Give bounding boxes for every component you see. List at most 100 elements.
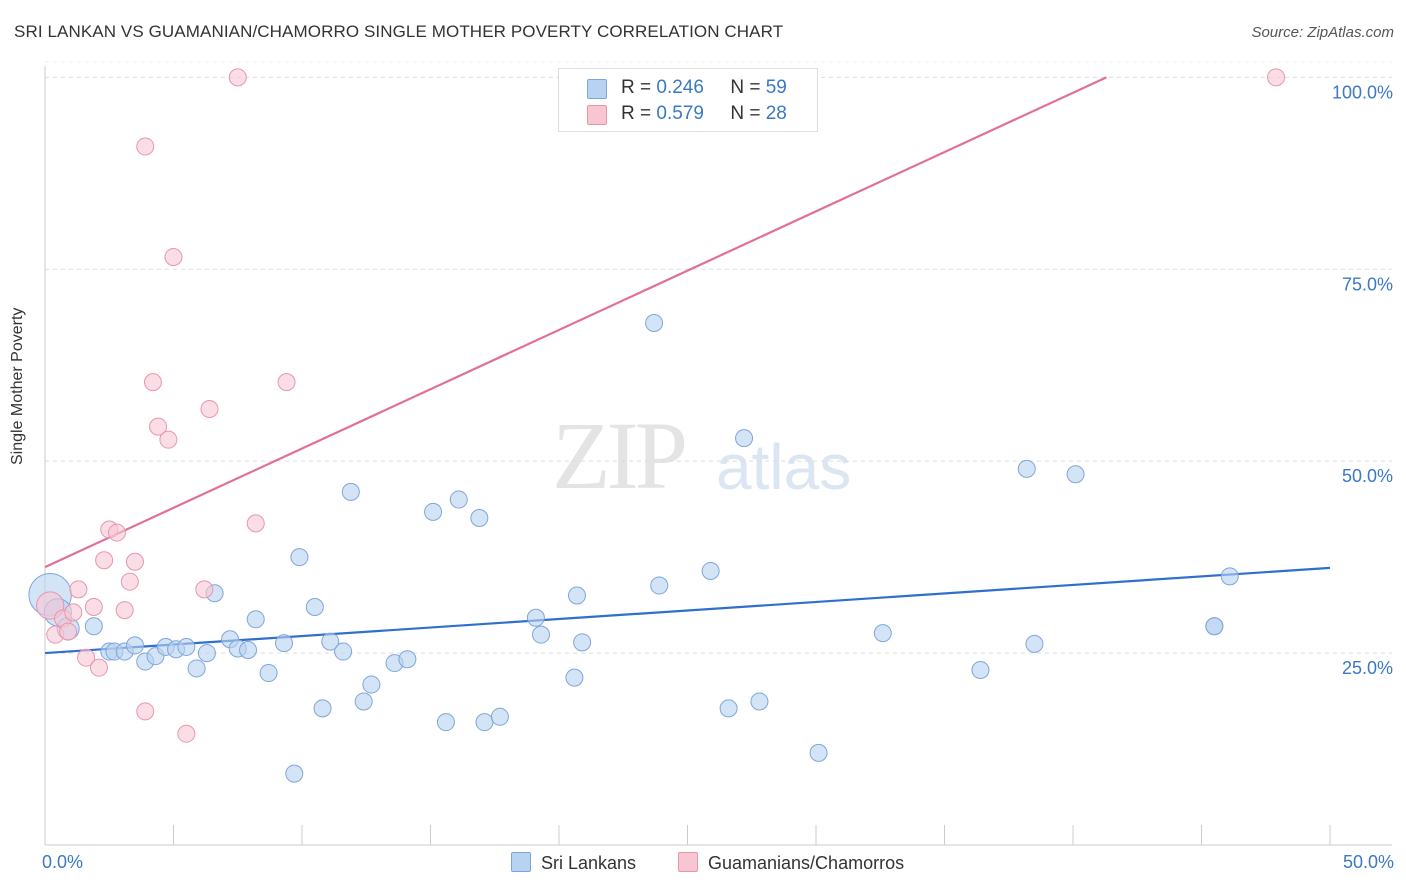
point-1-19 (159, 430, 178, 449)
x-tick-label-max: 50.0% (1342, 852, 1394, 872)
source-label: Source: ZipAtlas.com (1251, 24, 1394, 41)
point-0-38 (490, 707, 509, 726)
bottom-legend-guamanians: Guamanians/Chamorros (678, 852, 904, 874)
legend-n-label: N = (730, 103, 761, 124)
point-0-35 (449, 490, 468, 509)
point-1-14 (125, 552, 144, 571)
y-tick-label-75: 75.0% (1342, 274, 1393, 294)
point-0-30 (362, 675, 381, 694)
trend-line-0 (44, 566, 1331, 655)
point-1-11 (107, 523, 126, 542)
legend-n-value-sri-lankans: 59 (765, 77, 787, 98)
point-0-36 (470, 508, 489, 527)
point-1-25 (246, 514, 265, 533)
y-tick-label-50: 50.0% (1342, 466, 1393, 486)
y-tick-labels: 25.0% 50.0% 75.0% 100.0% (1332, 82, 1393, 678)
gridlines (45, 61, 1392, 654)
point-0-51 (873, 624, 892, 643)
point-0-23 (290, 548, 309, 567)
point-0-53 (1017, 459, 1036, 478)
point-0-54 (1025, 634, 1044, 653)
legend-swatch-guamanians (587, 105, 607, 125)
point-0-43 (567, 586, 586, 605)
point-1-23 (200, 399, 219, 418)
point-1-21 (177, 724, 196, 743)
point-0-44 (645, 314, 664, 332)
point-1-15 (136, 137, 155, 156)
point-1-7 (84, 598, 103, 617)
legend-swatch-sri-lankans (587, 79, 607, 99)
point-0-39 (526, 608, 545, 627)
x-tick-label-min: 0.0% (42, 852, 84, 872)
point-0-45 (650, 576, 669, 595)
point-0-37 (475, 713, 494, 732)
point-1-20 (164, 247, 183, 266)
point-0-28 (341, 482, 360, 501)
trend-lines (44, 76, 1331, 655)
point-0-20 (259, 664, 278, 683)
legend-r-label: R = (621, 103, 652, 124)
point-1-16 (136, 702, 155, 721)
point-0-27 (334, 642, 353, 661)
bottom-legend-label-sri-lankans: Sri Lankans (541, 853, 637, 873)
point-0-22 (285, 764, 304, 783)
watermark-zip: ZIP (552, 402, 688, 509)
point-0-7 (125, 636, 144, 655)
point-0-40 (532, 625, 551, 644)
bottom-legend-swatch-sri-lankans (511, 852, 531, 872)
point-0-46 (701, 561, 720, 580)
point-0-26 (321, 632, 340, 651)
point-1-24 (228, 68, 247, 87)
point-0-29 (354, 692, 373, 711)
point-0-49 (750, 692, 769, 711)
point-0-50 (809, 743, 828, 762)
data-points (28, 68, 1286, 783)
point-0-13 (187, 659, 206, 678)
point-1-13 (120, 572, 139, 591)
point-0-3 (84, 617, 103, 636)
legend-n-value-guamanians: 28 (765, 103, 787, 124)
point-0-41 (565, 668, 584, 687)
point-1-12 (115, 601, 134, 620)
legend-r-value-sri-lankans: 0.246 (656, 77, 704, 98)
point-1-22 (195, 580, 214, 599)
chart-title: SRI LANKAN VS GUAMANIAN/CHAMORRO SINGLE … (14, 22, 784, 41)
point-0-42 (573, 633, 592, 652)
bottom-legend-sri-lankans: Sri Lankans (511, 852, 636, 874)
point-1-18 (149, 417, 168, 436)
point-0-57 (1205, 617, 1224, 636)
point-0-55 (1066, 465, 1085, 484)
y-tick-label-100: 100.0% (1332, 82, 1393, 102)
legend-n-label: N = (730, 77, 761, 98)
point-0-24 (305, 598, 324, 617)
point-1-8 (89, 658, 108, 677)
legend-r-value-guamanians: 0.579 (656, 103, 704, 124)
point-1-27 (1267, 68, 1286, 87)
point-0-52 (971, 660, 990, 679)
stats-legend: R = 0.246 N = 59 R = 0.579 N = 28 (558, 68, 818, 132)
trend-line-1 (44, 76, 1107, 569)
point-0-18 (239, 641, 258, 660)
point-0-14 (197, 644, 216, 663)
point-1-6 (77, 648, 96, 667)
point-0-19 (246, 610, 265, 629)
point-0-58 (1220, 567, 1239, 586)
point-0-32 (398, 650, 417, 669)
point-0-21 (275, 634, 294, 653)
point-0-34 (436, 713, 455, 732)
axes (44, 66, 1392, 846)
point-1-26 (277, 373, 296, 392)
point-0-12 (177, 637, 196, 656)
y-axis-title: Single Mother Poverty (9, 307, 26, 465)
y-tick-label-25: 25.0% (1342, 658, 1393, 678)
point-0-33 (424, 502, 443, 521)
point-1-4 (64, 603, 83, 622)
bottom-legend-label-guamanians: Guamanians/Chamorros (708, 853, 905, 873)
point-1-3 (59, 622, 78, 641)
legend-r-label: R = (621, 77, 652, 98)
point-1-5 (69, 580, 88, 599)
point-0-25 (313, 699, 332, 718)
point-1-17 (143, 373, 162, 392)
point-0-48 (735, 429, 754, 448)
